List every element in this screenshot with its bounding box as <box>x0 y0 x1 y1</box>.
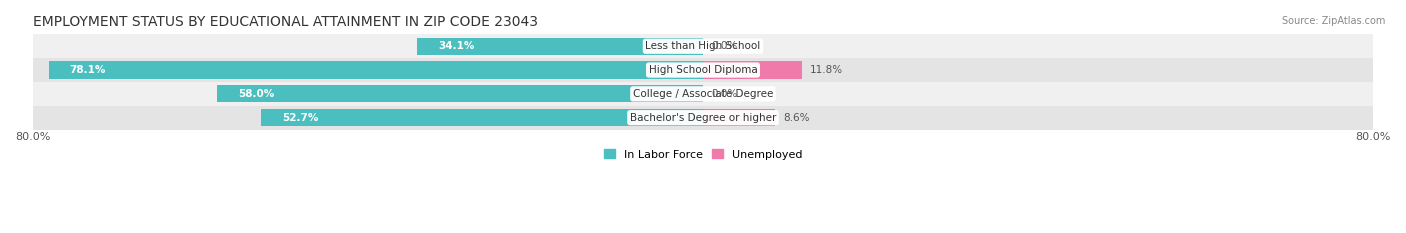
Bar <box>703 109 775 126</box>
Bar <box>32 34 1374 58</box>
Text: 8.6%: 8.6% <box>783 113 810 123</box>
Text: 11.8%: 11.8% <box>810 65 844 75</box>
Bar <box>32 58 1374 82</box>
Bar <box>418 38 703 55</box>
Legend: In Labor Force, Unemployed: In Labor Force, Unemployed <box>599 145 807 164</box>
Text: Bachelor's Degree or higher: Bachelor's Degree or higher <box>630 113 776 123</box>
Text: 78.1%: 78.1% <box>69 65 105 75</box>
Text: High School Diploma: High School Diploma <box>648 65 758 75</box>
Text: 52.7%: 52.7% <box>283 113 319 123</box>
Bar <box>703 62 801 79</box>
Text: 0.0%: 0.0% <box>711 41 738 51</box>
Bar <box>32 82 1374 106</box>
Text: 0.0%: 0.0% <box>711 89 738 99</box>
Text: 34.1%: 34.1% <box>439 41 475 51</box>
Bar <box>49 62 703 79</box>
Text: EMPLOYMENT STATUS BY EDUCATIONAL ATTAINMENT IN ZIP CODE 23043: EMPLOYMENT STATUS BY EDUCATIONAL ATTAINM… <box>32 15 537 29</box>
Text: College / Associate Degree: College / Associate Degree <box>633 89 773 99</box>
Text: Less than High School: Less than High School <box>645 41 761 51</box>
Bar <box>262 109 703 126</box>
Text: Source: ZipAtlas.com: Source: ZipAtlas.com <box>1281 16 1385 26</box>
Bar <box>217 85 703 103</box>
Text: 58.0%: 58.0% <box>238 89 274 99</box>
Bar <box>32 106 1374 130</box>
